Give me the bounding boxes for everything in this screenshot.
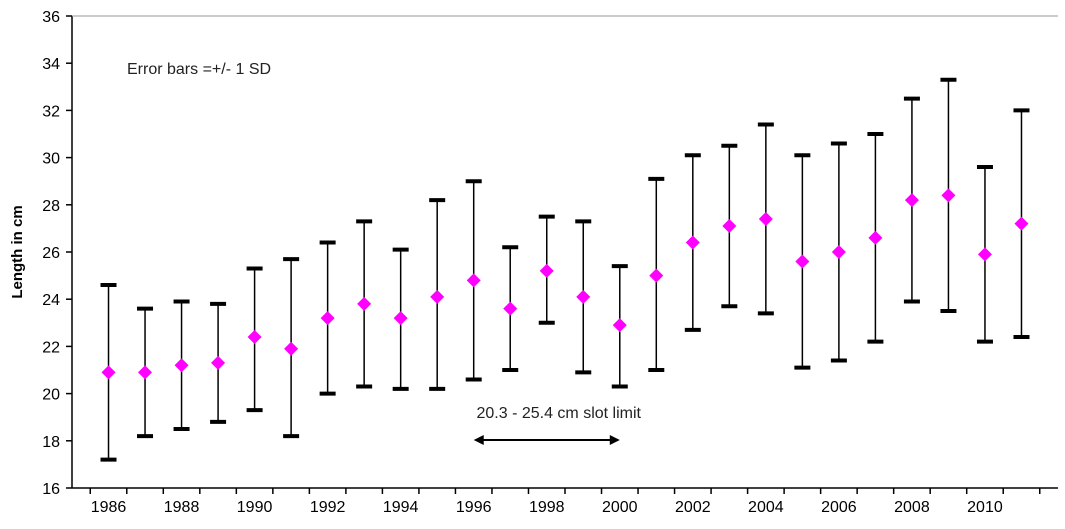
mean-marker — [612, 318, 627, 333]
x-tick-label: 1992 — [310, 499, 346, 516]
mean-marker — [430, 289, 445, 304]
x-tick-label: 2004 — [748, 499, 784, 516]
mean-marker — [795, 254, 810, 269]
mean-marker — [539, 263, 554, 278]
x-tick-label: 1990 — [237, 499, 273, 516]
mean-marker — [211, 355, 226, 370]
y-tick-label: 30 — [42, 151, 60, 168]
y-tick-label: 22 — [42, 339, 60, 356]
data-markers — [101, 188, 1029, 380]
mean-marker — [649, 268, 664, 283]
slot-limit-label: 20.3 - 25.4 cm slot limit — [476, 405, 641, 422]
x-tick-label: 2002 — [675, 499, 711, 516]
y-tick-label: 34 — [42, 56, 60, 73]
x-tick-label: 1986 — [91, 499, 127, 516]
slot-arrow-head-right — [609, 435, 620, 445]
mean-marker — [357, 296, 372, 311]
mean-marker — [320, 311, 335, 326]
error-bars-note: Error bars =+/- 1 SD — [127, 61, 271, 78]
mean-marker — [466, 273, 481, 288]
mean-marker — [685, 235, 700, 250]
y-tick-label: 26 — [42, 245, 60, 262]
mean-marker — [758, 211, 773, 226]
x-tick-label: 1988 — [164, 499, 200, 516]
mean-marker — [393, 311, 408, 326]
mean-marker — [831, 245, 846, 259]
mean-marker — [904, 193, 919, 208]
y-tick-label: 36 — [42, 9, 60, 26]
y-tick-label: 16 — [42, 481, 60, 498]
mean-marker — [101, 365, 116, 380]
y-axis-label: Length in cm — [9, 205, 26, 298]
error-bars — [100, 77, 1030, 462]
mean-marker — [941, 188, 956, 203]
axes: 16 18 20 22 24 26 28 30 32 34 36 1986 1988 1990 1992 19… — [42, 9, 1058, 516]
y-tick-label: 32 — [42, 103, 60, 120]
mean-marker — [977, 247, 992, 262]
x-tick-label: 2006 — [821, 499, 857, 516]
mean-marker — [284, 341, 299, 356]
slot-arrow-head-left — [473, 435, 484, 445]
mean-marker — [138, 365, 153, 380]
mean-marker — [576, 289, 591, 304]
mean-marker — [1014, 216, 1029, 231]
mean-marker — [722, 219, 737, 234]
x-tick-label: 2008 — [894, 499, 930, 516]
x-tick-label: 1994 — [383, 499, 419, 516]
mean-marker — [174, 358, 189, 373]
y-tick-label: 18 — [42, 434, 60, 451]
x-tick-label: 2000 — [602, 499, 638, 516]
y-tick-label: 20 — [42, 387, 60, 404]
x-tick-label: 1996 — [456, 499, 492, 516]
mean-marker — [868, 230, 883, 245]
y-tick-label: 24 — [42, 292, 60, 309]
mean-marker — [503, 301, 518, 316]
x-tick-label: 1998 — [529, 499, 565, 516]
y-tick-label: 28 — [42, 198, 60, 215]
mean-marker — [247, 329, 262, 344]
x-tick-label: 2010 — [967, 499, 1003, 516]
slot-limit-arrow — [473, 435, 620, 445]
